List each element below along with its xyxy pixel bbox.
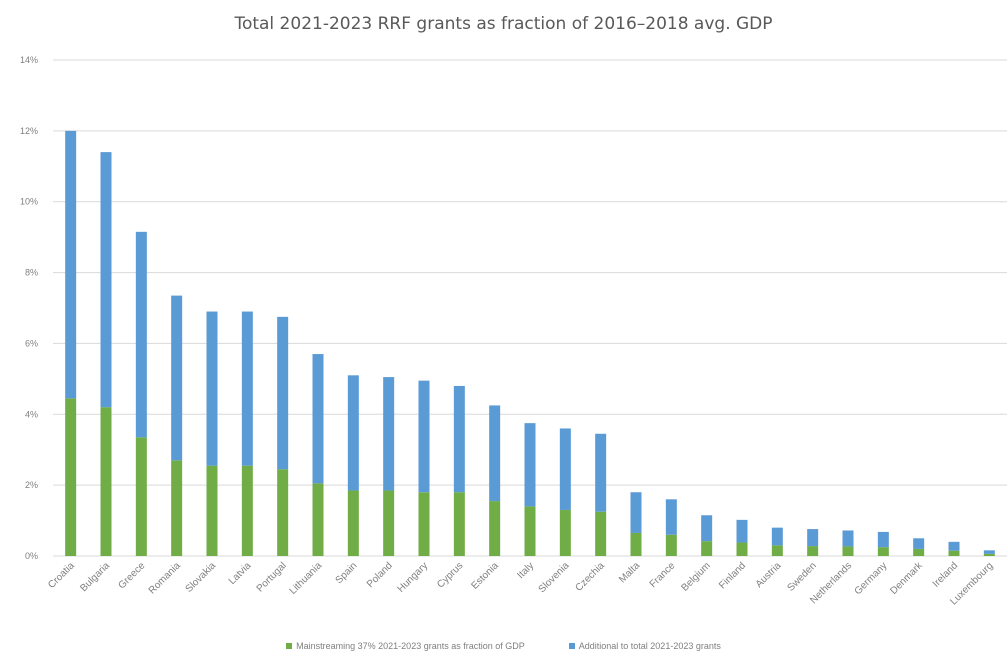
x-category-label: Malta [617,560,642,585]
legend-swatch-blue [568,643,575,649]
bar-mainstreaming [630,532,642,556]
x-category-label: Italy [515,560,536,581]
x-category-label: France [648,560,678,590]
y-tick-label: 8% [25,268,38,278]
legend-item-additional: Additional to total 2021-2023 grants [568,641,721,651]
legend-label-additional: Additional to total 2021-2023 grants [578,641,721,651]
legend: Mainstreaming 37% 2021-2023 grants as fr… [0,641,1007,651]
bar-additional [771,527,783,546]
bar-additional [595,433,607,512]
bar-additional [524,423,536,507]
bar-mainstreaming [807,546,819,556]
bar-additional [135,231,147,438]
x-category-label: Romania [147,560,183,596]
y-tick-label: 6% [25,338,38,348]
bar-mainstreaming [241,465,253,556]
x-category-label: Estonia [469,560,501,592]
bar-additional [983,550,995,554]
y-tick-label: 10% [20,197,38,207]
bar-additional [877,531,889,548]
y-tick-label: 0% [25,551,38,561]
x-category-label: Belgium [679,560,712,593]
x-category-label: Germany [853,560,890,597]
bar-mainstreaming [524,506,536,556]
legend-swatch-green [286,643,293,649]
x-category-label: Slovakia [184,560,219,595]
x-category-label: Denmark [888,560,925,597]
x-category-label: Ireland [931,560,960,589]
y-tick-label: 14% [20,55,38,65]
bars [65,130,995,556]
bar-additional [453,385,465,493]
x-category-label: Portugal [255,560,289,594]
bar-additional [347,375,359,491]
bar-additional [665,499,677,535]
x-category-label: Cyprus [435,560,465,590]
bar-additional [100,152,112,408]
x-category-label: Slovenia [537,560,572,595]
bar-additional [701,515,713,542]
bar-additional [383,377,395,491]
bar-mainstreaming [948,550,960,556]
bar-mainstreaming [877,547,889,556]
x-category-label: Austria [754,560,784,590]
legend-item-mainstreaming: Mainstreaming 37% 2021-2023 grants as fr… [286,641,525,651]
y-tick-label: 4% [25,409,38,419]
bar-additional [241,311,253,466]
bar-additional [736,519,748,543]
y-tick-label: 12% [20,126,38,136]
bar-mainstreaming [135,437,147,556]
chart-title: Total 2021-2023 RRF grants as fraction o… [234,14,773,34]
x-category-label: Sweden [785,560,818,593]
bar-mainstreaming [171,460,183,556]
bar-mainstreaming [665,534,677,556]
x-category-label: Bulgaria [78,560,112,594]
x-category-label: Croatia [46,560,77,591]
bar-mainstreaming [736,542,748,556]
bar-additional [277,316,289,470]
x-category-label: Poland [365,560,395,590]
bar-mainstreaming [453,492,465,556]
bar-mainstreaming [913,548,925,556]
x-category-label: Hungary [396,560,431,595]
bar-mainstreaming [701,541,713,556]
bar-additional [842,530,854,547]
bar-additional [65,130,77,399]
x-category-label: Greece [116,560,147,591]
bar-mainstreaming [771,545,783,556]
bar-additional [418,380,430,493]
bar-mainstreaming [206,465,218,556]
bar-additional [312,354,324,484]
bar-additional [807,529,819,547]
bar-additional [171,295,183,461]
bar-mainstreaming [100,407,112,556]
bar-mainstreaming [983,553,995,556]
bar-additional [489,405,501,502]
bar-mainstreaming [559,509,571,556]
x-axis-category-labels: Croatia Bulgaria Greece Romania Slovakia Latv… [46,560,995,608]
y-tick-label: 2% [25,480,38,490]
bar-additional [913,538,925,549]
bar-mainstreaming [489,501,501,556]
bar-additional [948,541,960,551]
x-category-label: Latvia [227,560,254,587]
x-category-label: Lithuania [288,560,325,597]
bar-mainstreaming [312,483,324,556]
bar-additional [630,492,642,533]
bar-mainstreaming [842,546,854,556]
bar-mainstreaming [595,511,607,556]
x-category-label: Finland [717,560,748,591]
legend-label-mainstreaming: Mainstreaming 37% 2021-2023 grants as fr… [296,641,525,651]
bar-mainstreaming [383,490,395,556]
x-category-label: Spain [334,560,360,586]
x-category-label: Czechia [573,560,607,594]
bar-additional [206,311,218,466]
bar-mainstreaming [347,490,359,556]
y-axis-ticks: 0% 2% 4% 6% 8% 10% 12% 14% [20,55,38,561]
bar-additional [559,428,571,510]
bar-mainstreaming [65,398,77,556]
bar-mainstreaming [418,492,430,556]
bar-mainstreaming [277,469,289,556]
